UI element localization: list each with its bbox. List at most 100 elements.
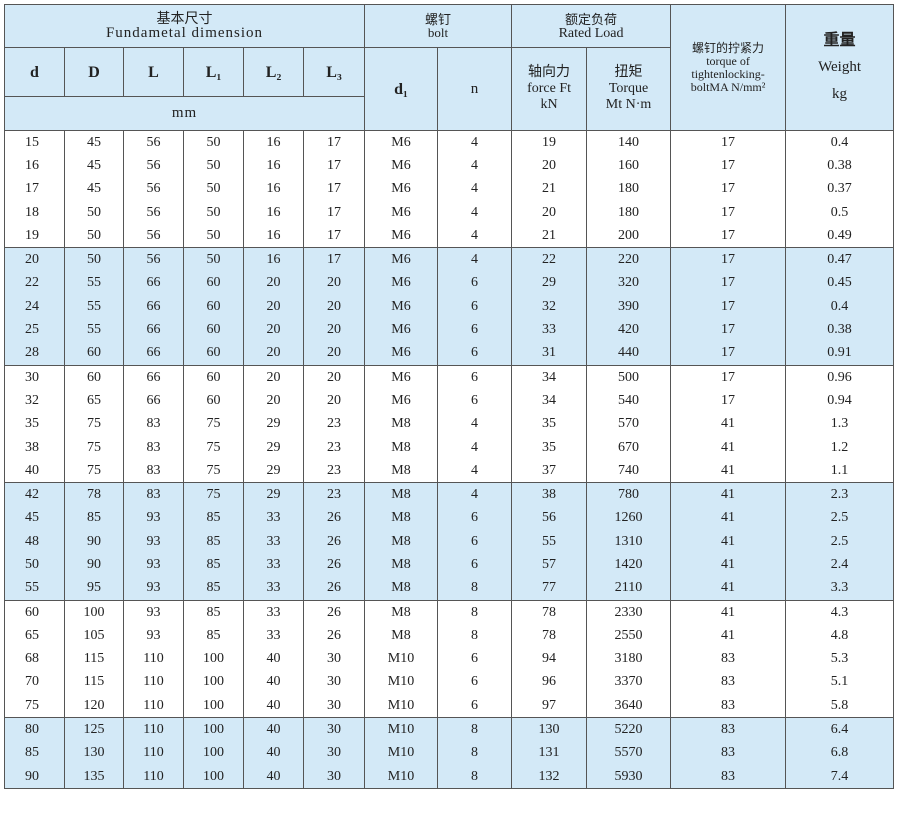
table-cell: M10 [364,670,439,695]
table-row: 30 60 66 60 20 20 M6 6 34 500 17 0.96 [4,364,895,390]
table-cell: 93 [123,624,184,648]
table-cell: 390 [586,295,672,319]
table-cell: M6 [364,130,439,155]
table-cell: 670 [586,435,672,460]
table-cell: 4 [437,177,513,201]
table-cell: 66 [123,341,184,366]
table-cell: 6 [437,389,513,413]
table-cell: 83 [123,412,184,436]
table-cell: 55 [64,271,124,296]
table-cell: M8 [364,553,439,577]
table-cell: 20 [511,200,588,225]
table-cell: 2110 [586,576,672,601]
table-cell: 38 [511,482,588,507]
table-row: 24 55 66 60 20 20 M6 6 32 390 17 0.4 [4,295,895,319]
table-cell: 17 [670,318,787,342]
table-cell: 132 [511,765,588,790]
table-cell: 26 [302,553,366,577]
table-cell: 5.1 [785,670,895,695]
table-cell: 41 [670,576,787,601]
table-cell: 56 [123,200,184,225]
table-cell: 41 [670,506,787,531]
table-cell: 29 [243,412,304,436]
table-cell: 2.5 [785,506,895,531]
table-cell: 17 [670,389,787,413]
table-row: 80 125 110 100 40 30 M10 8 130 5220 83 6.4 [4,717,895,742]
table-cell: M6 [364,318,439,342]
table-cell: 6.8 [785,741,895,766]
table-cell: 50 [183,200,244,225]
table-cell: 30 [302,741,366,766]
table-cell: 110 [123,670,184,695]
table-cell: 97 [511,694,588,718]
table-cell: 21 [511,177,588,201]
table-cell: 90 [64,553,124,577]
table-cell: 740 [586,459,672,483]
table-cell: M6 [364,177,439,201]
table-cell: 20 [243,318,304,342]
table-cell: 16 [243,154,304,178]
table-cell: 50 [183,154,244,178]
table-cell: 440 [586,341,672,366]
table-cell: 6 [437,364,513,390]
table-cell: 3370 [586,670,672,695]
table-cell: 29 [511,271,588,296]
table-cell: 17 [670,200,787,225]
table-cell: 56 [123,154,184,178]
table-cell: 68 [4,647,65,671]
table-cell: 45 [64,130,124,155]
table-cell: 66 [123,295,184,319]
table-cell: 420 [586,318,672,342]
table-cell: 83 [670,741,787,766]
table-cell: 75 [183,435,244,460]
table-cell: 55 [4,576,65,601]
table-cell: 55 [64,318,124,342]
table-cell: 0.4 [785,130,895,155]
table-cell: 0.38 [785,318,895,342]
table-cell: 17 [670,224,787,248]
table-cell: M6 [364,364,439,390]
table-cell: 5.3 [785,647,895,671]
table-cell: 50 [64,224,124,248]
table-cell: 0.5 [785,200,895,225]
table-cell: 83 [670,694,787,718]
table-cell: M6 [364,247,439,272]
table-cell: 90 [4,765,65,790]
table-cell: 0.96 [785,364,895,390]
table-cell: 20 [302,341,366,366]
table-cell: 4 [437,435,513,460]
table-cell: 4.8 [785,624,895,648]
table-cell: 6 [437,271,513,296]
table-cell: 22 [4,271,65,296]
table-cell: 33 [243,576,304,601]
table-cell: M8 [364,482,439,507]
table-cell: 17 [670,177,787,201]
table-cell: 6.4 [785,717,895,742]
table-cell: M10 [364,717,439,742]
table-cell: 31 [511,341,588,366]
table-cell: 110 [123,741,184,766]
table-cell: 100 [183,647,244,671]
table-cell: 66 [123,318,184,342]
table-cell: 160 [586,154,672,178]
table-cell: 29 [243,435,304,460]
table-cell: 110 [123,694,184,718]
table-cell: 6 [437,694,513,718]
table-cell: 37 [511,459,588,483]
table-cell: 5220 [586,717,672,742]
table-cell: 33 [243,553,304,577]
table-cell: 83 [670,670,787,695]
table-cell: 50 [64,247,124,272]
table-cell: 30 [302,694,366,718]
table-cell: 15 [4,130,65,155]
header-L3: L₃ [302,47,366,97]
table-cell: 45 [4,506,65,531]
table-cell: 17 [670,295,787,319]
table-cell: 75 [64,412,124,436]
table-cell: 78 [511,599,588,625]
table-cell: 56 [123,130,184,155]
table-cell: 60 [64,364,124,390]
table-cell: 41 [670,482,787,507]
table-cell: 80 [4,717,65,742]
table-cell: 6 [437,341,513,366]
